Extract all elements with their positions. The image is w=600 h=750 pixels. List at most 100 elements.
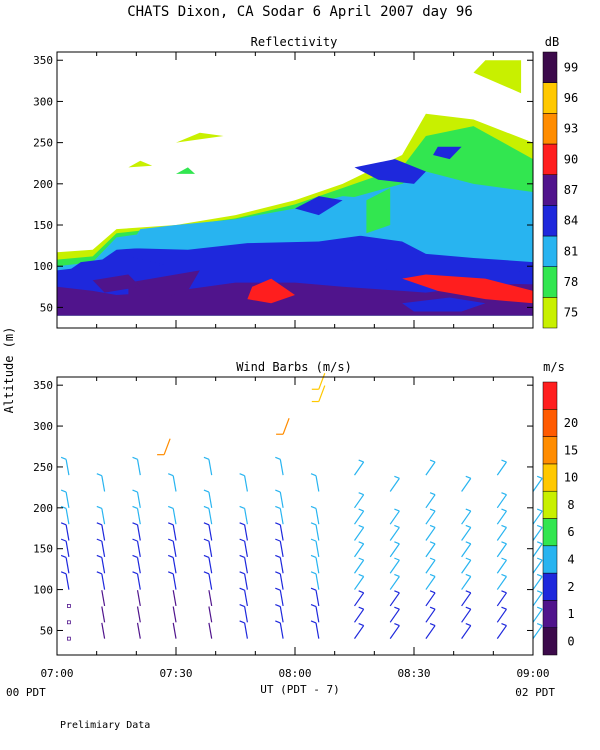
wind-barb-feather bbox=[536, 590, 543, 594]
wind-barb-feather bbox=[60, 554, 67, 559]
wind-barb-calm bbox=[67, 620, 71, 625]
wind-barb bbox=[136, 524, 141, 541]
wind-barb-feather bbox=[358, 492, 364, 496]
wind-barb-feather bbox=[132, 456, 138, 460]
wind-barb-feather bbox=[275, 620, 281, 624]
wind-barb-feather bbox=[275, 603, 281, 608]
wind-barb-feather bbox=[310, 571, 317, 575]
reflectivity-panel: 50 100 150 200 250 300 350 bbox=[33, 51, 534, 329]
wind-barb-feather bbox=[358, 508, 364, 512]
wind-barb-feather bbox=[358, 573, 364, 578]
reflectivity-cell-84 bbox=[354, 159, 426, 184]
wind-barb-feather bbox=[60, 489, 67, 493]
wind-barb-feather bbox=[310, 473, 317, 477]
wind-barb bbox=[461, 559, 472, 574]
wind-barb bbox=[208, 459, 213, 476]
colorbar-swatch bbox=[542, 436, 558, 465]
wind-barb bbox=[425, 527, 436, 541]
wind-barb-jet bbox=[282, 418, 290, 435]
colorbar-swatch bbox=[542, 490, 558, 519]
wind-barb-feather bbox=[394, 541, 400, 545]
reflectivity-cell-90 bbox=[402, 274, 533, 304]
y-tick-label: 250 bbox=[33, 137, 53, 150]
wind-barb bbox=[461, 592, 472, 607]
wind-barb-feather bbox=[429, 573, 436, 578]
wind-barb-feather bbox=[96, 571, 103, 575]
wind-barbs-panel: 50 100 150 200 250 300 350 07:00 07:30 08:00 08:30… bbox=[33, 373, 550, 680]
wind-barb bbox=[532, 527, 543, 541]
wind-barb bbox=[532, 608, 543, 623]
y-tick-label: 300 bbox=[33, 420, 53, 433]
colorbar-swatch bbox=[542, 235, 558, 267]
wind-barb-feather bbox=[239, 473, 245, 477]
wind-barb-feather bbox=[358, 524, 364, 528]
wind-barb bbox=[315, 524, 320, 541]
wind-barb-feather bbox=[132, 505, 138, 509]
y-tick-label: 100 bbox=[33, 260, 53, 273]
wind-barb-feather bbox=[310, 554, 317, 559]
wind-barb bbox=[172, 557, 177, 574]
colorbar-swatch bbox=[542, 381, 558, 410]
wind-barb bbox=[532, 592, 543, 607]
wind-barb bbox=[315, 541, 320, 557]
wind-barb-feather bbox=[96, 505, 103, 509]
wind-barb bbox=[389, 478, 400, 492]
wind-barb bbox=[389, 608, 400, 623]
wind-barb-feather bbox=[394, 508, 400, 512]
y-tick-label: 150 bbox=[33, 543, 53, 556]
wind-barb bbox=[101, 606, 106, 623]
y-tick-label: 100 bbox=[33, 584, 53, 597]
wind-barb-feather bbox=[167, 554, 174, 559]
wind-barb-feather bbox=[358, 541, 364, 545]
wind-barb bbox=[136, 508, 141, 525]
wind-barb bbox=[208, 573, 213, 590]
wind-barb bbox=[65, 557, 70, 574]
colorbar-swatch bbox=[542, 113, 558, 145]
wind-barb-feather bbox=[429, 622, 436, 627]
wind-barb bbox=[279, 524, 284, 541]
wind-barb-feather bbox=[394, 622, 400, 627]
wind-barb bbox=[389, 510, 400, 525]
wind-barb bbox=[208, 524, 213, 541]
wind-barb bbox=[136, 557, 141, 574]
x-tick-label: 07:30 bbox=[159, 667, 192, 680]
colorbar-label: 15 bbox=[564, 443, 578, 457]
wind-barb bbox=[532, 510, 543, 525]
wind-barb-feather bbox=[60, 538, 67, 542]
wind-barb-feather bbox=[239, 554, 245, 559]
wind-barb bbox=[172, 541, 177, 557]
plot-frame bbox=[56, 376, 534, 656]
wind-barb bbox=[172, 622, 177, 639]
wind-barb-feather bbox=[132, 489, 138, 493]
colorbar-label: 20 bbox=[564, 416, 578, 430]
wind-barb-feather bbox=[465, 524, 472, 528]
wind-barb bbox=[354, 461, 365, 476]
wind-barb bbox=[354, 592, 365, 607]
wind-barb-feather bbox=[132, 522, 138, 526]
wind-barb bbox=[532, 559, 543, 574]
wind-barb bbox=[354, 543, 365, 558]
wind-barb bbox=[172, 590, 177, 607]
wind-barb bbox=[461, 625, 472, 639]
wind-barb-feather bbox=[536, 622, 543, 627]
wind-barb bbox=[208, 541, 213, 557]
wind-barb bbox=[279, 573, 284, 590]
wind-barb-feather bbox=[394, 606, 400, 610]
y-tick-label: 200 bbox=[33, 178, 53, 191]
wind-barb-feather bbox=[358, 590, 364, 594]
wind-barb bbox=[279, 491, 284, 508]
wind-barb-feather bbox=[60, 571, 67, 575]
wind-barb bbox=[136, 622, 141, 639]
wind-barb bbox=[496, 576, 507, 590]
colorbar1-unit: dB bbox=[545, 35, 559, 49]
wind-barb bbox=[315, 573, 320, 590]
wind-barb-feather bbox=[60, 505, 67, 509]
wind-barb-feather bbox=[96, 473, 103, 477]
wind-barb-feather bbox=[167, 538, 174, 542]
colorbar-label: 87 bbox=[564, 183, 578, 197]
wind-barb bbox=[496, 592, 507, 607]
wind-barb bbox=[172, 573, 177, 590]
wind-barb-feather bbox=[203, 571, 210, 575]
colorbar-label: 84 bbox=[564, 214, 578, 228]
x-end-label: 02 PDT bbox=[515, 686, 555, 699]
